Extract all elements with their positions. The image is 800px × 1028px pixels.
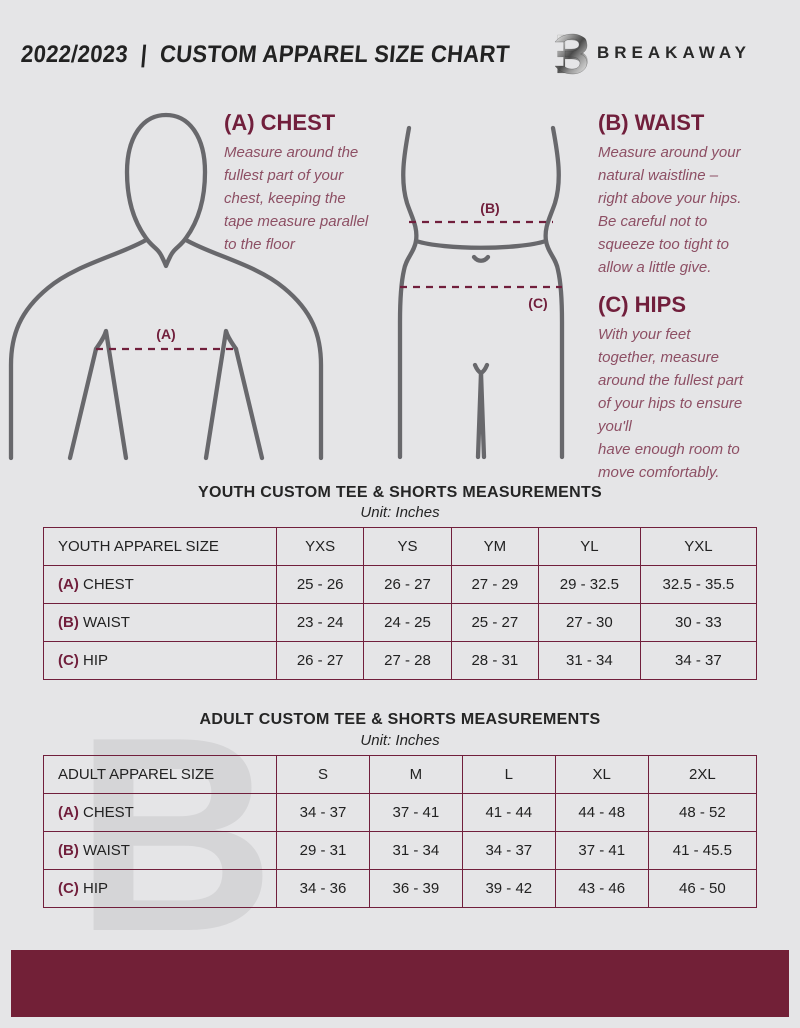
svg-text:(C): (C) <box>528 295 547 311</box>
svg-text:(A): (A) <box>156 326 175 342</box>
svg-text:(B): (B) <box>480 200 499 216</box>
